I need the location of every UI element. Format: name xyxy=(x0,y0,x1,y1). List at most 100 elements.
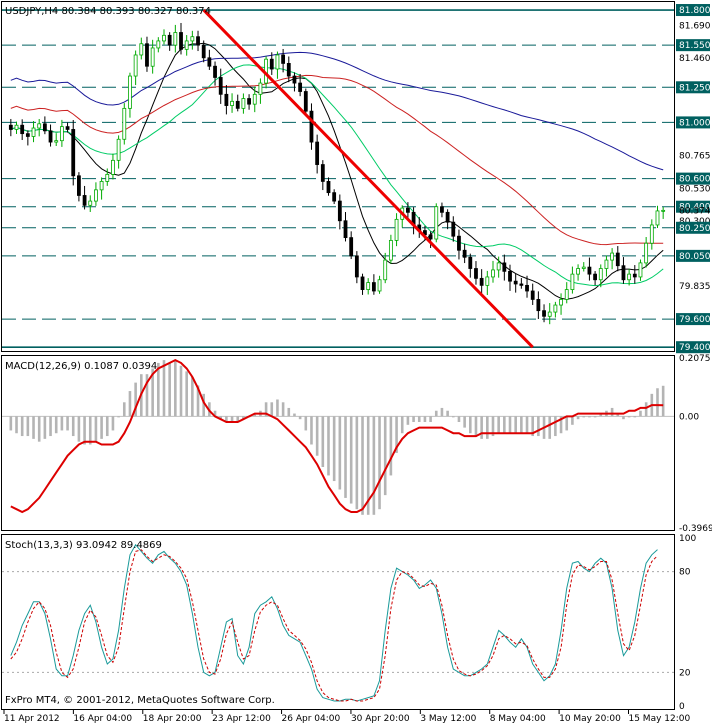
candle-body xyxy=(252,93,257,105)
candle-body xyxy=(42,123,47,132)
macd-bar xyxy=(508,416,512,434)
price-tick-label: 79.835 xyxy=(679,282,711,292)
candle-body xyxy=(196,36,200,46)
macd-bar xyxy=(480,416,483,439)
stoch-axis: 100 80 20 0 xyxy=(679,534,696,712)
candle-body xyxy=(286,63,291,77)
macd-bar xyxy=(43,416,47,439)
candle-body xyxy=(77,175,81,196)
candle-body xyxy=(371,282,376,292)
macd-axis: 0.2075 0.00 -0.3969 xyxy=(679,354,712,534)
macd-panel-frame xyxy=(1,355,675,531)
stoch-tick-label: 100 xyxy=(679,534,696,544)
candle-body xyxy=(82,195,87,206)
macd-bar xyxy=(37,416,41,442)
candle-body xyxy=(94,189,98,202)
macd-bar xyxy=(60,416,64,431)
candle-body xyxy=(530,290,535,300)
candle-body xyxy=(474,268,478,279)
stoch-main-line xyxy=(10,543,658,702)
macd-bar xyxy=(588,416,591,418)
price-tick-label: 81.460 xyxy=(679,54,711,64)
candle-body xyxy=(111,159,115,175)
macd-bar xyxy=(423,416,427,422)
macd-bar xyxy=(32,416,35,439)
candle-body xyxy=(230,100,234,106)
candle-body xyxy=(485,276,490,286)
candle-body xyxy=(462,249,467,258)
price-axis: 81.800 81.690 81.550 81.460 81.250 81.000 80.7… xyxy=(676,4,711,354)
candle-body xyxy=(99,181,104,191)
macd-bar xyxy=(491,416,495,437)
macd-bar xyxy=(9,416,13,431)
candle-body xyxy=(627,273,632,281)
macd-bar xyxy=(349,416,353,504)
candle-body xyxy=(525,284,529,292)
candle-body xyxy=(48,130,53,143)
macd-bar xyxy=(276,399,279,417)
macd-bar xyxy=(486,416,489,439)
stoch-levels xyxy=(2,571,674,673)
candle-body xyxy=(468,256,473,269)
candle-body xyxy=(235,100,240,109)
candle-body xyxy=(615,252,620,267)
macd-bar xyxy=(378,416,381,510)
macd-bar xyxy=(213,410,217,417)
macd-tick-label: -0.3969 xyxy=(679,524,712,534)
macd-bar xyxy=(372,416,376,515)
time-tick-label: 15 May 12:00 xyxy=(628,714,690,724)
time-tick-label: 11 Apr 2012 xyxy=(4,714,60,724)
candle-body xyxy=(655,210,660,226)
candle-body xyxy=(661,209,666,212)
macd-bar xyxy=(157,362,160,417)
macd-bar xyxy=(83,416,86,445)
macd-bar xyxy=(20,416,24,437)
candle-body xyxy=(519,283,524,286)
candle-body xyxy=(128,75,132,109)
macd-bar xyxy=(361,416,364,515)
macd-bar xyxy=(571,416,574,425)
stoch-lines xyxy=(10,543,658,702)
candle-body xyxy=(207,57,212,67)
macd-bar xyxy=(332,416,336,482)
price-tick-label: 80.600 xyxy=(679,175,711,185)
candle-body xyxy=(150,47,155,67)
candle-body xyxy=(388,240,393,261)
macd-bar xyxy=(537,416,540,437)
price-tick-label: 79.600 xyxy=(679,315,711,325)
candle-body xyxy=(604,259,609,269)
candle-body xyxy=(536,299,541,312)
candle-body xyxy=(213,65,217,78)
macd-bar xyxy=(554,416,557,437)
price-label-bg xyxy=(676,313,710,326)
macd-bar xyxy=(503,416,506,434)
price-label-bg xyxy=(676,39,710,52)
trendline-segment xyxy=(202,8,534,349)
candle-body xyxy=(8,124,13,130)
candle-body xyxy=(621,265,626,281)
macd-bar xyxy=(633,416,637,418)
stoch-tick-label: 0 xyxy=(679,702,685,712)
ma-blue-line xyxy=(10,51,664,171)
candle-body xyxy=(65,126,70,130)
candle-body xyxy=(241,98,246,109)
price-label-bg xyxy=(676,81,710,94)
candle-body xyxy=(167,34,172,46)
macd-bar xyxy=(389,416,393,476)
candle-body xyxy=(440,206,444,213)
candle-body xyxy=(133,54,138,77)
candle-body xyxy=(610,252,615,261)
candle-body xyxy=(632,273,637,278)
price-levels xyxy=(2,9,674,348)
price-tick-label: 81.550 xyxy=(679,41,711,51)
macd-bar xyxy=(287,407,291,417)
ma-black-line xyxy=(10,42,664,300)
candle-body xyxy=(564,289,569,300)
macd-bar xyxy=(196,385,200,417)
macd-bar xyxy=(406,416,410,425)
candle-body xyxy=(269,58,274,70)
candle-body xyxy=(383,259,388,281)
candle-body xyxy=(337,200,342,222)
macd-bar xyxy=(548,416,552,439)
